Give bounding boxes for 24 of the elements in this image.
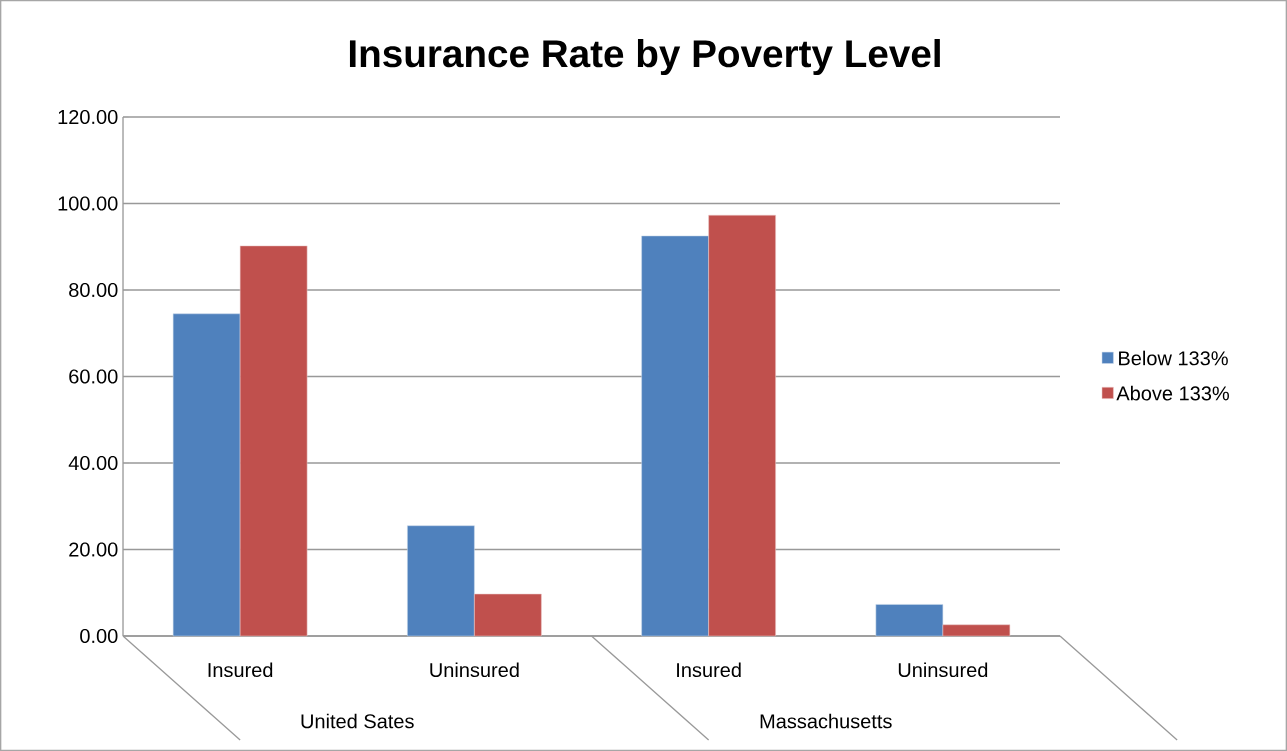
text: Massachusetts — [760, 713, 892, 729]
x-tick-label: Uninsured — [430, 662, 519, 678]
bar — [708, 214, 776, 637]
bar — [239, 245, 308, 637]
x-tick-label: Uninsured — [898, 662, 988, 678]
y-tick-label: 0.00 — [80, 628, 118, 644]
y-tick-label: 20.00 — [69, 542, 118, 557]
y-tick-label: 120.00 — [58, 109, 118, 125]
bar — [942, 624, 1011, 637]
x-tick-label: Insured — [208, 662, 273, 678]
x-tick-label: Insured — [677, 662, 741, 678]
bar — [474, 593, 542, 637]
y-tick-label: 100.00 — [58, 196, 118, 211]
bar — [172, 313, 241, 637]
y-tick-label: 60.00 — [69, 369, 118, 384]
text: United Sates — [301, 713, 414, 729]
y-tick-label: 40.00 — [68, 455, 118, 471]
bar — [407, 525, 475, 637]
legend-label: Below 133% — [1119, 350, 1228, 366]
legend-label: Above 133% — [1116, 385, 1229, 401]
bar — [875, 604, 944, 637]
chart-title: Insurance Rate by Poverty Level — [349, 38, 940, 76]
y-tick-label: 80.00 — [69, 282, 118, 298]
bar — [641, 235, 709, 637]
